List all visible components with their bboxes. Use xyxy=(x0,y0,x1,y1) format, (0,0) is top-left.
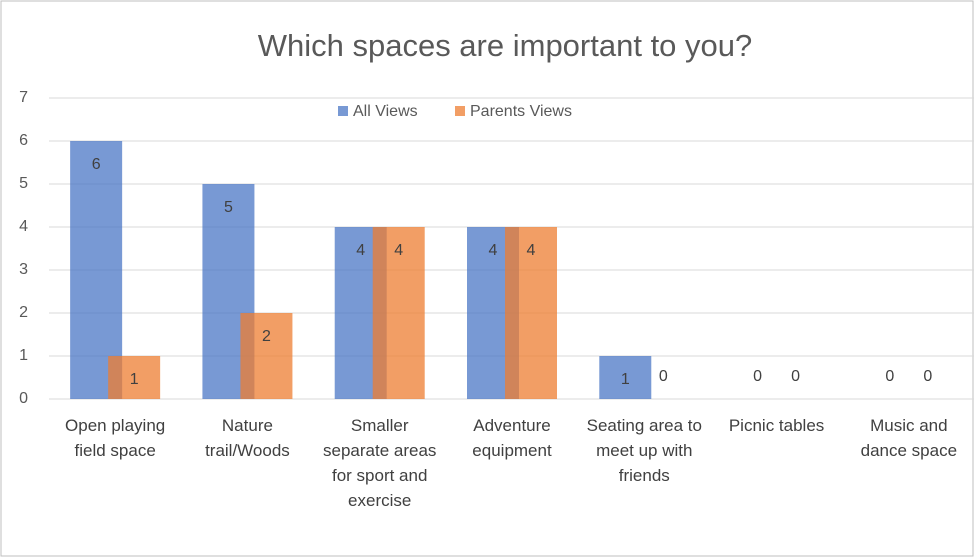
x-tick-label: Seating area to meet up with friends xyxy=(586,416,702,485)
data-label: 5 xyxy=(224,199,233,216)
x-tick-label: Open playing field space xyxy=(65,416,166,460)
data-label: 0 xyxy=(753,368,762,385)
x-tick-label: Nature trail/Woods xyxy=(205,416,290,460)
legend-label: Parents Views xyxy=(470,103,572,120)
legend-swatch xyxy=(338,106,348,116)
bar xyxy=(599,356,652,399)
data-label: 1 xyxy=(621,371,630,388)
bar xyxy=(372,227,425,399)
data-label: 4 xyxy=(356,242,365,259)
y-tick-label: 1 xyxy=(19,347,28,364)
y-tick-label: 3 xyxy=(19,261,28,278)
x-tick-label: Music and dance space xyxy=(860,416,958,460)
legend-swatch xyxy=(455,106,465,116)
y-tick-label: 2 xyxy=(19,304,28,321)
data-label: 4 xyxy=(527,242,536,259)
data-label: 4 xyxy=(394,242,403,259)
bar xyxy=(505,227,557,399)
data-label: 6 xyxy=(92,156,101,173)
chart-title: Which spaces are important to you? xyxy=(258,28,753,63)
data-label: 0 xyxy=(791,368,800,385)
bar xyxy=(108,356,161,399)
x-tick-label: Picnic tables xyxy=(728,416,825,435)
data-label: 1 xyxy=(130,371,139,388)
x-tick-label: Smaller separate areas for sport and exe… xyxy=(323,416,437,510)
y-tick-label: 5 xyxy=(19,175,28,192)
y-tick-label: 4 xyxy=(19,218,28,235)
bar xyxy=(240,313,293,399)
data-label: 2 xyxy=(262,328,271,345)
data-label: 4 xyxy=(489,242,498,259)
legend-label: All Views xyxy=(353,103,418,120)
data-label: 0 xyxy=(885,368,894,385)
y-tick-label: 0 xyxy=(19,390,28,407)
y-tick-label: 6 xyxy=(19,132,28,149)
y-tick-label: 7 xyxy=(19,89,28,106)
x-tick-label: Adventure equipment xyxy=(472,416,552,460)
data-label: 0 xyxy=(923,368,932,385)
data-label: 0 xyxy=(659,368,668,385)
